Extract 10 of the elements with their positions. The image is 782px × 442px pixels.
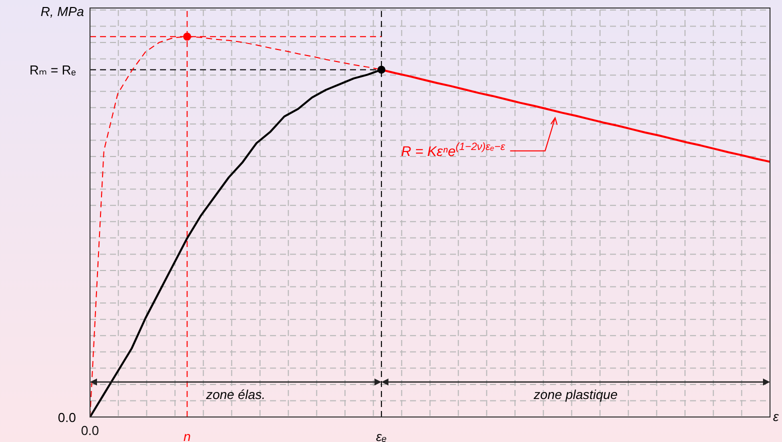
annotation: zone élas.	[205, 387, 266, 402]
x-tick-label: n	[184, 429, 191, 442]
x-tick-label: εₑ	[376, 429, 387, 442]
annotation: R = Kεⁿe$^{(1−2ν)εₑ−ε}$	[401, 140, 506, 159]
ref-line-label: Rₘ = Rₑ	[29, 62, 76, 78]
text: 0.0	[58, 410, 76, 425]
x-tick-label: 0.0	[80, 423, 100, 438]
y-axis-title: R, MPa	[40, 4, 84, 19]
x-axis-title: ε	[773, 409, 779, 424]
annotation: zone plastique	[532, 387, 618, 402]
